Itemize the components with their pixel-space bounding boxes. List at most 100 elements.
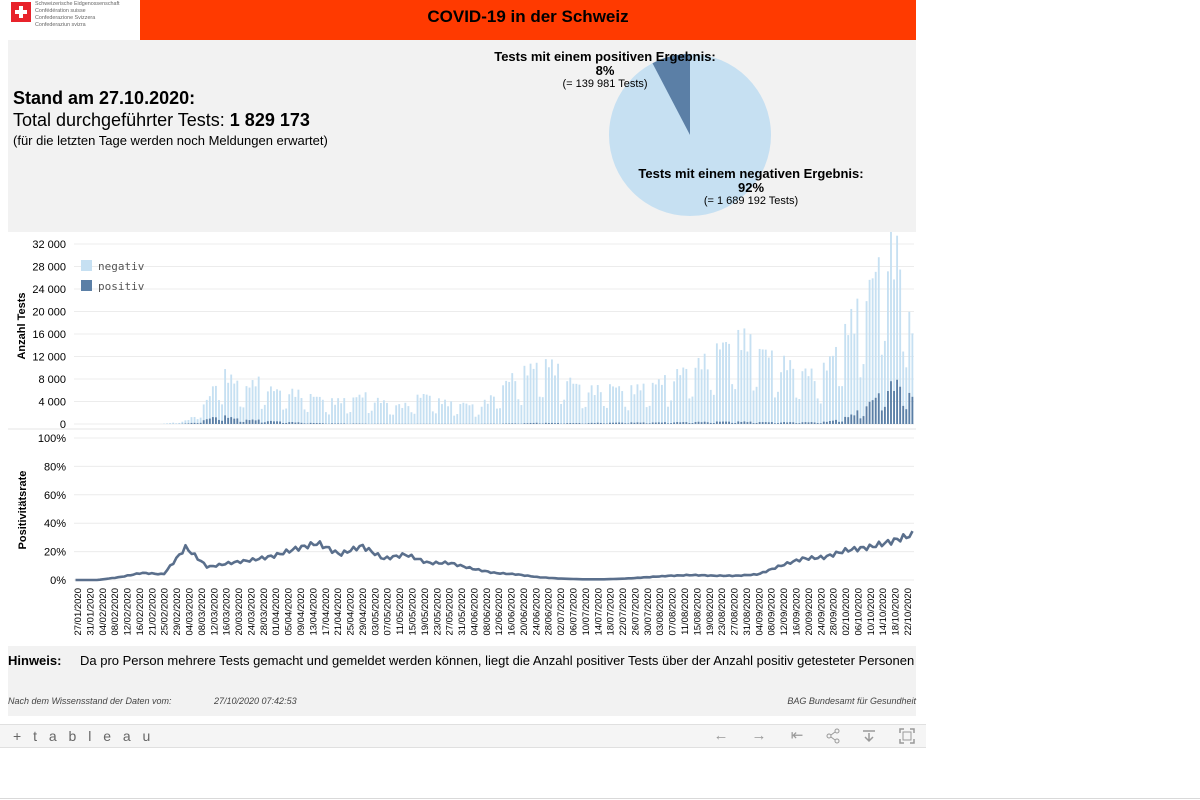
bar-negative[interactable] [361,397,364,424]
bar-negative[interactable] [746,351,749,424]
bar-negative[interactable] [422,393,425,424]
bar-negative[interactable] [667,406,669,424]
bar-negative[interactable] [221,404,223,424]
bar-negative[interactable] [557,363,559,424]
bar-negative[interactable] [465,403,468,424]
undo-icon[interactable]: ← [713,727,729,744]
bar-negative[interactable] [520,405,523,424]
bar-negative[interactable] [254,386,257,424]
bar-negative[interactable] [208,396,211,424]
bar-negative[interactable] [755,386,758,424]
bar-negative[interactable] [389,414,391,424]
bar-negative[interactable] [300,398,303,424]
bar-negative[interactable] [587,392,590,424]
bar-negative[interactable] [462,402,465,424]
bar-negative[interactable] [282,409,285,424]
bar-negative[interactable] [230,374,233,424]
bar-negative[interactable] [688,398,691,424]
bar-negative[interactable] [211,386,214,424]
bar-negative[interactable] [526,375,529,424]
bar-negative[interactable] [474,416,477,424]
bar-negative[interactable] [709,389,712,424]
bar-negative[interactable] [841,386,844,424]
bar-negative[interactable] [468,405,471,424]
bar-negative[interactable] [691,396,694,424]
bar-negative[interactable] [767,357,770,424]
bar-negative[interactable] [511,373,514,424]
bar-negative[interactable] [569,377,572,424]
bar-negative[interactable] [706,369,709,424]
bar-negative[interactable] [612,386,614,424]
bar-negative[interactable] [532,368,535,424]
bar-negative[interactable] [245,386,248,424]
bar-negative[interactable] [786,370,789,424]
bar-negative[interactable] [773,397,776,424]
bar-negative[interactable] [798,399,801,424]
bar-negative[interactable] [529,363,532,424]
bar-negative[interactable] [871,278,874,424]
bar-negative[interactable] [887,271,889,424]
bar-negative[interactable] [621,391,624,424]
bar-negative[interactable] [752,390,755,424]
bar-negative[interactable] [624,406,627,424]
bar-negative[interactable] [456,414,459,424]
bar-negative[interactable] [874,271,877,424]
bar-negative[interactable] [575,383,578,424]
bar-negative[interactable] [734,389,737,424]
bar-negative[interactable] [899,269,902,424]
bar-negative[interactable] [551,359,553,424]
fullscreen-icon[interactable] [896,727,918,745]
bar-negative[interactable] [911,333,914,424]
redo-icon[interactable]: → [751,727,767,744]
bar-negative[interactable] [828,356,831,424]
bar-negative[interactable] [187,420,190,424]
pie-slice-positive[interactable] [652,54,691,135]
bar-negative[interactable] [291,388,294,424]
bar-negative[interactable] [602,406,605,424]
bar-negative[interactable] [453,415,456,424]
bar-negative[interactable] [447,406,449,424]
bar-negative[interactable] [764,349,767,424]
bar-negative[interactable] [777,391,779,424]
bar-negative[interactable] [303,409,306,424]
bar-negative[interactable] [202,404,205,424]
bar-negative[interactable] [321,399,324,424]
bar-negative[interactable] [242,407,245,424]
bar-negative[interactable] [489,395,492,424]
bar-negative[interactable] [697,357,700,424]
bar-negative[interactable] [795,397,798,424]
bar-negative[interactable] [783,355,785,424]
bar-negative[interactable] [459,404,462,424]
bar-negative[interactable] [318,396,321,424]
bar-negative[interactable] [728,343,731,424]
bar-negative[interactable] [367,413,370,424]
bar-negative[interactable] [862,364,865,424]
bar-negative[interactable] [664,375,666,424]
bar-negative[interactable] [832,355,834,424]
bar-negative[interactable] [502,385,504,424]
bar-negative[interactable] [908,311,911,424]
download-icon[interactable] [858,727,880,745]
bar-negative[interactable] [193,416,196,424]
bar-negative[interactable] [376,397,379,424]
bar-negative[interactable] [792,368,795,424]
bar-negative[interactable] [328,414,330,424]
bar-negative[interactable] [547,367,550,424]
bar-negative[interactable] [850,308,853,424]
bar-negative[interactable] [395,405,398,424]
bar-negative[interactable] [725,342,727,424]
bar-negative[interactable] [599,392,602,424]
bar-negative[interactable] [196,419,199,424]
bar-negative[interactable] [657,379,660,424]
bar-negative[interactable] [508,381,511,424]
bar-negative[interactable] [190,417,193,424]
bar-negative[interactable] [715,343,718,424]
bar-negative[interactable] [642,383,645,424]
bar-negative[interactable] [581,408,584,424]
bar-negative[interactable] [740,350,743,424]
bar-negative[interactable] [392,414,395,424]
bar-negative[interactable] [166,423,168,424]
bar-negative[interactable] [651,382,654,424]
bar-negative[interactable] [178,422,181,424]
bar-negative[interactable] [883,340,886,424]
